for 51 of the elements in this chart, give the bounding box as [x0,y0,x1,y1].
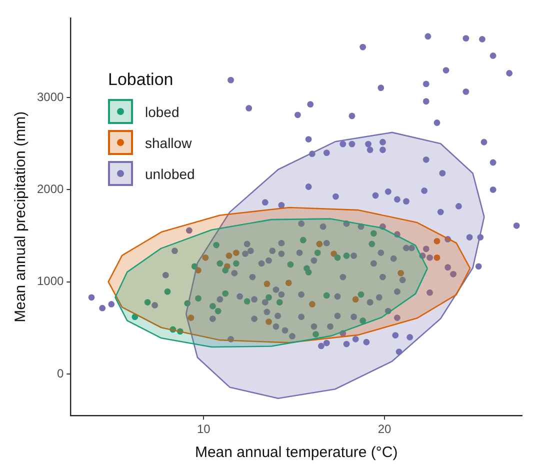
point [188,314,194,321]
point [352,296,359,303]
legend-label: unlobed [145,166,195,182]
x-tick-label: 20 [378,422,392,436]
legend-label: shallow [145,134,192,150]
point [334,254,341,261]
point [195,295,202,302]
y-tick-label: 2000 [36,182,64,196]
point [308,301,316,308]
point [368,240,376,248]
point [276,299,283,306]
legend-label: lobed [145,104,180,120]
point [164,288,171,295]
point [144,299,151,306]
point [214,308,222,314]
point [305,269,312,276]
point [434,254,440,261]
point [233,250,240,256]
point [264,280,270,288]
point [323,292,330,299]
point [300,236,306,244]
point [244,298,250,305]
y-tick-label: 3000 [36,90,64,104]
point [287,261,294,268]
point [266,294,272,301]
point [314,250,321,256]
point [358,291,364,298]
point [213,242,220,248]
point [312,331,319,338]
point [316,240,323,248]
point [202,254,209,261]
point [233,260,240,267]
y-axis-title: Mean annual precipitation (mm) [12,111,30,322]
point [216,260,224,267]
point [360,318,366,324]
point [285,280,292,286]
y-tick-label: 1000 [36,274,64,288]
point [434,238,440,244]
point [398,270,404,276]
point [222,290,229,297]
y-tick-label: 0 [57,366,64,380]
point [266,318,272,325]
point [370,230,377,237]
point [222,267,229,274]
legend-title: Lobation [108,70,174,90]
x-tick-label: 10 [196,422,211,436]
point [343,252,350,259]
point [330,250,338,257]
x-axis-title: Mean annual temperature (°C) [194,444,398,462]
point [209,302,216,310]
point [226,252,232,259]
